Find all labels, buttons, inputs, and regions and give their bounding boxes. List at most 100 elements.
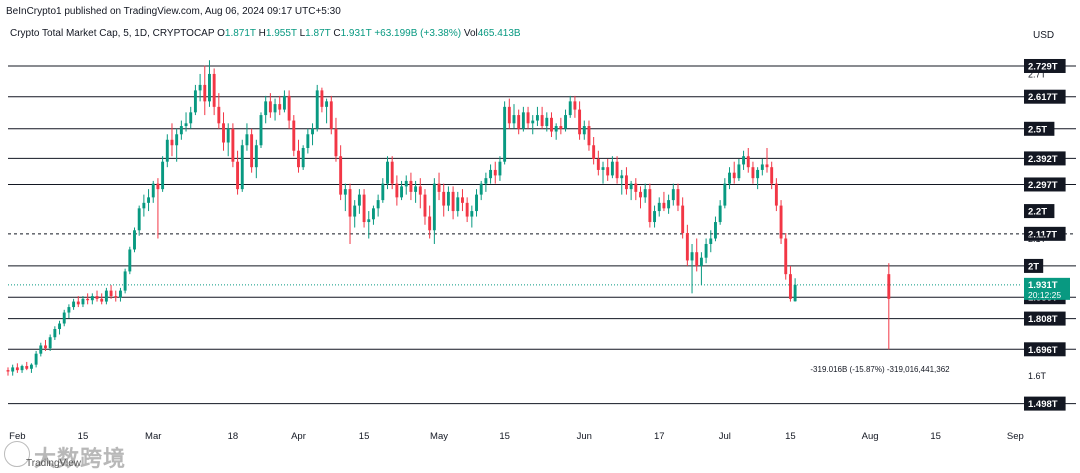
publish-info: BeInCrypto1 published on TradingView.com… (6, 6, 341, 17)
candle (357, 189, 361, 214)
candle (564, 109, 567, 132)
candle (311, 123, 314, 146)
ohlc-change: +63.199B (+3.38%) (374, 28, 462, 39)
candle (653, 205, 657, 228)
ohlc-high: 1.955T (265, 28, 297, 39)
candle (568, 95, 572, 118)
candle (147, 189, 151, 212)
ohlc-close-key: C (333, 28, 341, 39)
candle (461, 189, 464, 212)
candle (573, 95, 577, 118)
candle (714, 216, 717, 242)
watermark-text: 大数跨境 (34, 446, 127, 471)
candle (465, 197, 469, 223)
candle (118, 287, 122, 302)
candle (29, 363, 33, 373)
candle (25, 361, 29, 371)
candle (742, 150, 746, 170)
candle (643, 183, 647, 203)
candle (517, 109, 521, 135)
candle (648, 183, 652, 228)
candle (409, 172, 413, 201)
candle (484, 172, 488, 192)
candle (554, 123, 558, 140)
candle (297, 139, 300, 173)
candle (133, 227, 136, 253)
ohlc-close: 1.931T (340, 28, 372, 39)
last-price-label: 1.931T (1028, 280, 1058, 291)
candle (170, 123, 174, 157)
measure-label: -319.016B (-15.87%) -319,016,441,362 (810, 365, 950, 374)
candle (535, 106, 539, 127)
candle (751, 161, 755, 184)
candle (189, 106, 193, 129)
candle (596, 150, 600, 176)
candle (231, 123, 235, 168)
candle (662, 191, 666, 212)
candle (442, 183, 446, 217)
candle (53, 326, 57, 340)
candle (587, 120, 591, 151)
candle (592, 137, 596, 165)
candle (737, 158, 741, 181)
candle (81, 296, 85, 308)
candle (245, 123, 249, 151)
level-label: 1.696T (1028, 345, 1058, 356)
candle (784, 233, 788, 280)
currency-label[interactable]: USD (1033, 30, 1055, 41)
level-badge: 2.297T (1024, 177, 1066, 192)
x-tick-label: 15 (78, 431, 89, 442)
candle (699, 252, 703, 286)
level-label: 2T (1028, 261, 1039, 272)
candle (765, 147, 769, 173)
candle (709, 230, 713, 253)
candle (526, 106, 530, 129)
candle (521, 106, 525, 132)
ohlc-open-key: O (217, 28, 225, 39)
candle (123, 268, 127, 294)
candle (779, 200, 783, 244)
candle (236, 150, 240, 195)
x-tick-label: 17 (654, 431, 665, 442)
candle (212, 68, 216, 116)
candle (343, 183, 347, 212)
candle (418, 178, 422, 209)
candle (306, 128, 310, 154)
tradingview-logo[interactable]: TradingView (26, 458, 82, 469)
candle (493, 161, 497, 184)
candle (90, 293, 94, 305)
candle (432, 178, 436, 244)
candle (114, 290, 118, 302)
level-badge: 1.808T (1024, 311, 1066, 326)
level-label: 1.808T (1028, 314, 1058, 325)
candle (390, 156, 394, 190)
symbol-title: Crypto Total Market Cap, 5, 1D, CRYPTOCA… (10, 28, 215, 39)
candle (217, 93, 221, 129)
candle (325, 98, 329, 124)
candle (718, 200, 722, 225)
level-label: 2.117T (1028, 229, 1057, 240)
candle (671, 183, 675, 206)
volume-value: 465.413B (477, 28, 521, 39)
candle (540, 106, 544, 129)
candle (339, 145, 343, 201)
y-tick-label: 1.6T (1028, 371, 1047, 381)
candle (507, 98, 511, 129)
candle (72, 298, 76, 310)
candle (67, 304, 71, 319)
candle (582, 120, 586, 140)
x-tick-label: 15 (930, 431, 941, 442)
candle (250, 128, 254, 173)
candle (62, 309, 66, 327)
candle (545, 112, 549, 132)
candle (690, 243, 694, 294)
candle (362, 189, 366, 228)
candle (774, 178, 778, 212)
candle (86, 293, 90, 305)
candle (268, 93, 272, 118)
x-tick-label: 15 (359, 431, 370, 442)
candle (292, 115, 296, 157)
level-label: 2.297T (1028, 180, 1058, 191)
